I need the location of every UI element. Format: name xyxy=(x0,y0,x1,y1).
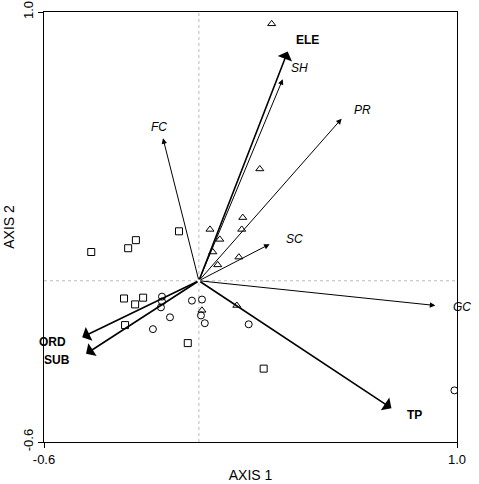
svg-text:SC: SC xyxy=(286,232,303,246)
svg-text:AXIS 2: AXIS 2 xyxy=(1,205,17,249)
svg-text:-0.6: -0.6 xyxy=(33,452,55,467)
svg-text:1.0: 1.0 xyxy=(448,452,466,467)
svg-text:FC: FC xyxy=(151,120,167,134)
svg-text:ORD: ORD xyxy=(39,335,66,349)
svg-text:ELE: ELE xyxy=(296,33,319,47)
svg-text:SUB: SUB xyxy=(44,353,70,367)
svg-text:AXIS 1: AXIS 1 xyxy=(229,467,273,483)
svg-text:GC: GC xyxy=(453,300,471,314)
svg-text:TP: TP xyxy=(407,408,422,422)
svg-text:SH: SH xyxy=(291,61,308,75)
svg-text:-0.6: -0.6 xyxy=(21,429,36,451)
svg-text:PR: PR xyxy=(354,103,371,117)
svg-text:1.0: 1.0 xyxy=(21,1,36,19)
